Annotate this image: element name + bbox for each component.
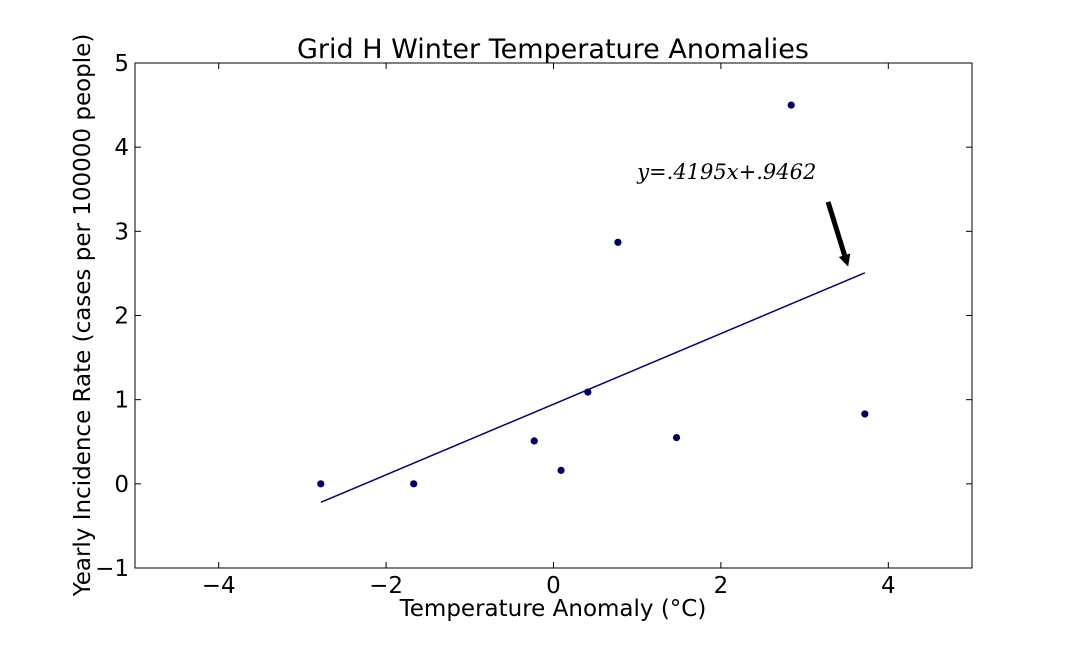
data-point	[410, 480, 418, 488]
y-tick-label: 5	[114, 51, 129, 77]
annotation-arrow	[825, 201, 847, 256]
y-tick-label: 2	[114, 304, 129, 330]
data-point	[787, 101, 795, 109]
y-tick-label: 1	[114, 388, 129, 414]
data-point	[861, 410, 869, 418]
y-tick-label: 4	[114, 135, 129, 161]
data-point	[530, 437, 538, 445]
annotation-arrowhead	[838, 253, 851, 267]
y-tick-label: −1	[95, 556, 129, 582]
data-point	[584, 388, 592, 396]
x-tick-label: 2	[714, 573, 729, 599]
axis-ticks: −4 −2 0 2 4 −1 0 1 2 3 4 5	[95, 51, 972, 599]
plot-area	[134, 62, 973, 569]
x-axis-label: Temperature Anomaly (°C)	[399, 596, 707, 622]
annotation-equation: y=.4195x+.9462	[636, 160, 816, 184]
x-tick-label: −2	[369, 573, 403, 599]
y-tick-label: 0	[114, 472, 129, 498]
y-axis-label: Yearly Incidence Rate (cases per 100000 …	[70, 34, 96, 598]
regression-line	[320, 272, 866, 504]
data-point	[614, 238, 622, 246]
x-tick-label: −4	[202, 573, 236, 599]
data-point	[672, 433, 681, 442]
data-point	[317, 480, 325, 488]
x-tick-label: 4	[881, 573, 896, 599]
chart-title: Grid H Winter Temperature Anomalies	[297, 34, 809, 65]
data-point	[557, 466, 565, 474]
x-tick-label: 0	[546, 573, 561, 599]
y-tick-label: 3	[114, 219, 129, 245]
data-marks: y=.4195x+.9462	[317, 101, 869, 504]
